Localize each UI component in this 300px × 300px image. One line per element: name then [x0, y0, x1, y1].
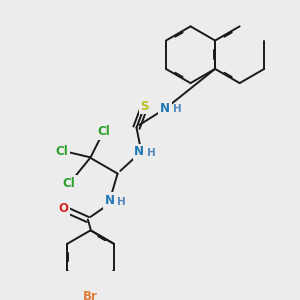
Text: N: N — [160, 102, 170, 115]
Text: H: H — [117, 197, 126, 207]
Text: Cl: Cl — [56, 146, 69, 158]
Text: O: O — [58, 202, 68, 215]
Text: S: S — [140, 100, 149, 112]
Text: H: H — [147, 148, 156, 158]
Text: H: H — [172, 104, 182, 114]
Text: Cl: Cl — [63, 177, 75, 190]
Text: N: N — [134, 146, 144, 158]
Text: Cl: Cl — [98, 125, 110, 138]
Text: N: N — [104, 194, 115, 207]
Text: Br: Br — [83, 290, 98, 300]
